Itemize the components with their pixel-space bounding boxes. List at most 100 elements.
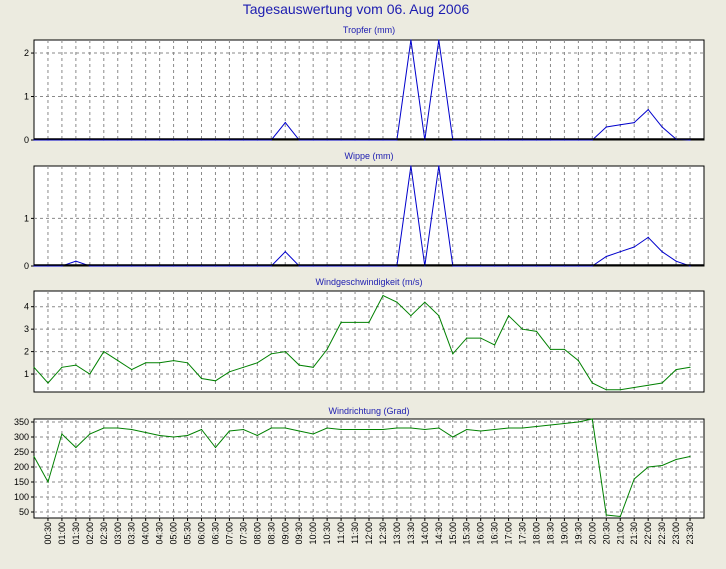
data-point [535,265,538,267]
x-tick-label: 14:30 [434,522,444,545]
x-tick-label: 17:00 [504,522,514,545]
x-tick-label: 00:30 [43,522,53,545]
data-point [549,265,552,267]
data-point [145,431,147,434]
data-point [689,455,691,458]
x-tick-label: 19:00 [559,522,569,545]
data-point [410,427,412,429]
data-point [145,362,147,364]
data-point [647,109,649,111]
data-point [117,427,119,429]
data-point [382,294,384,297]
x-tick-label: 23:00 [671,522,681,545]
x-tick-label: 22:00 [643,522,653,545]
data-point [340,321,342,323]
data-point [661,126,663,128]
data-point [563,422,566,425]
data-point [410,165,412,167]
data-point [480,139,482,141]
data-point [675,260,677,262]
data-point [75,446,77,449]
data-point [577,360,580,362]
x-tick-label: 16:00 [476,522,486,545]
data-point [228,139,230,141]
data-point [312,139,314,141]
data-point [619,124,621,126]
x-tick-label: 06:00 [197,522,207,545]
data-point [480,430,482,432]
data-point [298,364,300,366]
data-point [619,389,621,391]
data-point [466,265,468,267]
data-point [326,265,328,267]
data-point [689,265,691,267]
data-point [647,236,649,238]
data-point [396,301,398,303]
y-tick-label: 300 [14,432,29,442]
data-point [494,344,496,346]
data-point [591,139,593,141]
data-point [354,139,356,141]
data-point [438,427,440,429]
x-tick-label: 16:30 [490,522,500,545]
data-point [200,377,203,380]
data-point [438,165,440,167]
data-point [452,353,454,355]
panel-title: Windrichtung (Grad) [328,406,409,416]
data-point [75,260,77,262]
data-point [89,433,91,435]
data-point [354,265,356,267]
y-tick-label: 1 [24,92,29,102]
data-point [47,481,49,483]
panel-1: Tropfer (mm) 0 1 2 [24,25,705,145]
data-point [535,425,538,428]
data-point [61,265,63,267]
y-tick-label: 250 [14,447,29,457]
data-point [159,434,161,437]
data-point [117,265,119,267]
data-point [159,362,161,364]
data-point [563,348,566,350]
data-point [312,265,314,267]
data-point [689,366,691,368]
data-point [103,265,105,267]
data-point [214,446,217,449]
data-point [89,265,91,267]
data-point [535,139,538,141]
x-tick-label: 02:30 [99,522,109,545]
data-point [186,139,189,141]
data-point [633,386,635,389]
x-tick-label: 13:30 [406,522,416,545]
data-point [549,424,552,426]
data-point [117,360,119,362]
data-point [33,265,35,267]
time-axis: 00:30 01:00 01:30 02:00 02:30 03:00 03:30 04:00… [43,518,695,545]
data-point [661,464,663,467]
data-point [466,428,468,431]
data-point [103,139,105,141]
y-tick-label: 0 [24,135,29,145]
data-point [591,418,593,420]
data-point [131,428,133,431]
page-title: Tagesauswertung vom 06. Aug 2006 [243,1,470,17]
data-point [396,139,398,141]
x-tick-label: 01:00 [57,522,67,545]
y-tick-label: 350 [14,417,29,427]
x-tick-label: 13:00 [392,522,402,545]
data-point [200,139,203,141]
y-tick-label: 100 [14,492,29,502]
data-point [159,139,161,141]
x-tick-label: 23:30 [685,522,695,545]
data-point [256,139,258,141]
data-point [577,139,580,141]
data-point [242,366,244,368]
data-point [186,434,189,437]
data-point [494,139,496,141]
series-line [33,294,691,391]
data-point [591,382,593,384]
panel-title: Tropfer (mm) [343,25,395,35]
data-point [214,380,217,382]
data-point [242,139,244,141]
